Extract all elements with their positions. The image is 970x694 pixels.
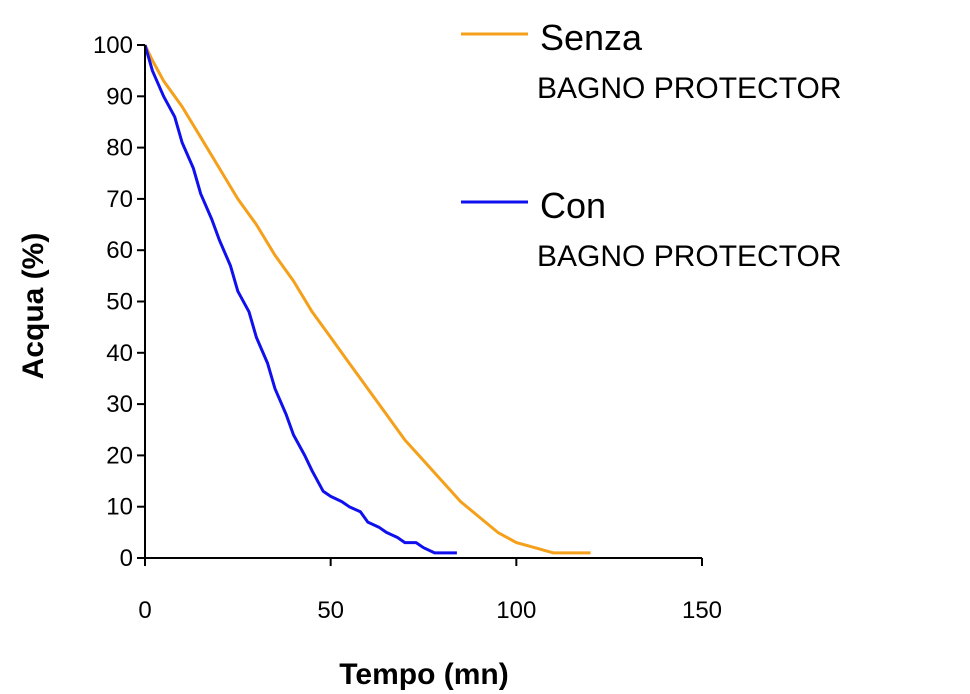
x-tick-label: 100 bbox=[496, 597, 536, 624]
x-tick-label: 150 bbox=[682, 597, 722, 624]
legend: Senza BAGNO PROTECTOR Con BAGNO PROTECTOR bbox=[461, 17, 841, 273]
x-axis-title: Tempo (mn) bbox=[339, 658, 508, 691]
y-tick-label: 20 bbox=[106, 442, 133, 469]
x-tick-label: 50 bbox=[317, 597, 344, 624]
y-tick-label: 70 bbox=[106, 186, 133, 213]
y-tick-label: 60 bbox=[106, 237, 133, 264]
x-tick-label: 0 bbox=[138, 597, 151, 624]
y-axis-title: Acqua (%) bbox=[17, 233, 50, 380]
axes bbox=[144, 45, 702, 559]
y-tick-label: 30 bbox=[106, 391, 133, 418]
y-tick-label: 90 bbox=[106, 83, 133, 110]
y-tick-label: 40 bbox=[106, 340, 133, 367]
series-line-senza bbox=[143, 44, 591, 555]
y-tick-label: 10 bbox=[106, 494, 133, 521]
y-tick-label: 0 bbox=[120, 545, 133, 572]
plot-lines bbox=[143, 44, 591, 555]
legend-label: Senza bbox=[540, 17, 643, 58]
y-tick-label: 80 bbox=[106, 135, 133, 162]
legend-label: Con bbox=[540, 185, 606, 226]
ticks: 0 10 20 30 40 50 60 70 80 90 100 0 50 100 150 bbox=[93, 32, 722, 624]
y-tick-label: 100 bbox=[93, 32, 133, 59]
legend-sublabel: BAGNO PROTECTOR bbox=[537, 72, 841, 105]
y-tick-label: 50 bbox=[106, 289, 133, 316]
series-line-con bbox=[143, 44, 457, 555]
legend-sublabel: BAGNO PROTECTOR bbox=[537, 240, 841, 273]
